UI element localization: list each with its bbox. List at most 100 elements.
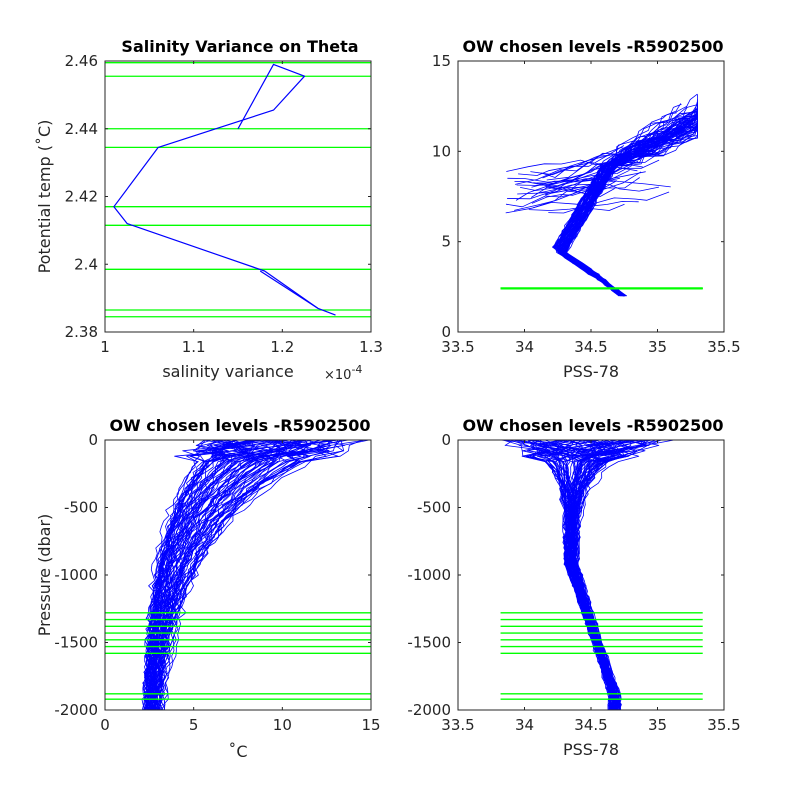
salinity-profile-line [513,439,622,711]
ts-profile-line [514,177,640,211]
temperature-profile-line [160,439,334,711]
panel-title: OW chosen levels -R5902500 [109,416,370,435]
ts-profile-line [531,159,660,188]
x-tick-label: 33.5 [441,338,474,356]
variance-profile-line [259,270,319,309]
panel-title: OW chosen levels -R5902500 [462,37,723,56]
plot-data [500,93,703,297]
temperature-profile-line [149,439,312,711]
panel-4: 33.5 34 34.5 35 35.5 -2000 -1500 -1000 -500 0 OW c… [407,416,740,759]
y-tick-label: -1500 [54,634,98,652]
salinity-profile-line [576,439,627,711]
x-axis-label: salinity variance [162,362,293,381]
salinity-profile-line [569,439,651,711]
y-tick-label: -500 [417,499,451,517]
salinity-profile-line [567,439,622,711]
ts-profile-line [515,161,623,185]
ts-profile-line [556,114,698,297]
x-axis-label: PSS-78 [563,740,619,759]
x-axis-label: ˚C [228,742,247,761]
temperature-profile-line [149,439,370,711]
x-exponent-label: ×10-4 [324,363,362,383]
x-tick-label: 35 [648,338,667,356]
y-tick-label: -1500 [407,634,451,652]
temperature-profile-line [157,439,306,711]
y-tick-label: 15 [432,52,451,70]
y-tick-label: 5 [441,233,451,251]
temperature-profile-line [145,439,320,711]
ts-profile-line [505,201,625,214]
plot-area [457,439,725,711]
x-tick-label: 35 [648,716,667,734]
panel-2: 33.5 34 34.5 35 35.5 0 5 10 15 OW chosen levels -… [432,37,741,381]
salinity-profile-line [565,439,615,711]
x-tick-label: 34.5 [574,716,607,734]
salinity-profile-line [564,439,618,711]
plot-area [104,60,372,333]
y-tick-label: -500 [64,499,98,517]
plot-border [104,439,372,711]
ts-profile-line [561,114,698,297]
ts-profile-line [505,177,620,208]
temperature-profile-line [146,439,307,711]
x-exponent-power: -4 [351,363,362,376]
x-tick-label: 10 [273,716,292,734]
ts-profile-line [562,111,698,297]
y-tick-label: 10 [432,142,451,160]
y-tick-label: 2.38 [65,323,98,341]
panel-1: 1 1.1 1.2 1.3 2.38 2.4 2.42 2.44 2.46 Salinity Va… [35,37,383,383]
x-tick-label: 1.2 [270,338,294,356]
y-tick-label: -1000 [54,566,98,584]
ts-profile-line [528,200,639,211]
temperature-profile-line [153,439,232,711]
x-axis-label: PSS-78 [563,362,619,381]
panel-title: OW chosen levels -R5902500 [462,416,723,435]
axis-ticks: 1 1.1 1.2 1.3 2.38 2.4 2.42 2.44 2.46 [65,52,383,356]
ts-profile-line [565,110,698,297]
ts-profile-line [542,133,654,179]
temperature-profile-line [157,439,304,711]
plot-data [105,62,371,318]
x-tick-label: 35.5 [707,338,740,356]
temperature-profile-line [155,439,290,711]
y-tick-label: 2.4 [74,255,98,273]
ts-profile-line [506,159,612,172]
x-tick-label: 33.5 [441,716,474,734]
y-tick-label: 0 [441,431,451,449]
panel-3: 0 5 10 15 -2000 -1500 -1000 -500 0 OW chosen leve… [35,416,381,761]
y-tick-label: 0 [441,323,451,341]
ts-profile-line [548,191,670,214]
axis-ticks: 33.5 34 34.5 35 35.5 0 5 10 15 [432,52,741,356]
ts-profile-line [530,147,656,176]
x-tick-label: 1.1 [182,338,206,356]
temperature-profile-line [145,439,344,711]
plot-data [105,439,371,711]
x-tick-label: 35.5 [707,716,740,734]
y-tick-label: -2000 [54,701,98,719]
plot-border [457,60,725,333]
ts-profile-line [555,102,698,297]
x-tick-label: 34 [515,716,534,734]
x-tick-label: 1 [100,338,110,356]
y-tick-label: -1000 [407,566,451,584]
y-tick-label: 0 [88,431,98,449]
ts-profile-line [545,183,659,196]
x-tick-label: 34 [515,338,534,356]
variance-profile-line [113,63,336,316]
y-axis-label: Pressure (dbar) [35,514,54,637]
y-tick-label: 2.44 [65,120,98,138]
x-tick-label: 0 [100,716,110,734]
panel-title: Salinity Variance on Theta [121,37,358,56]
ts-profile-line [557,120,698,297]
ts-profile-line [530,171,642,198]
y-tick-label: -2000 [407,701,451,719]
plot-data [500,439,703,711]
ts-profile-line [546,153,660,181]
x-tick-label: 1.3 [359,338,383,356]
temperature-profile-line [148,439,330,711]
y-axis-label: Potential temp (˚C) [35,120,54,274]
x-tick-label: 34.5 [574,338,607,356]
ts-profile-line [545,145,660,191]
temperature-profile-line [155,439,332,711]
